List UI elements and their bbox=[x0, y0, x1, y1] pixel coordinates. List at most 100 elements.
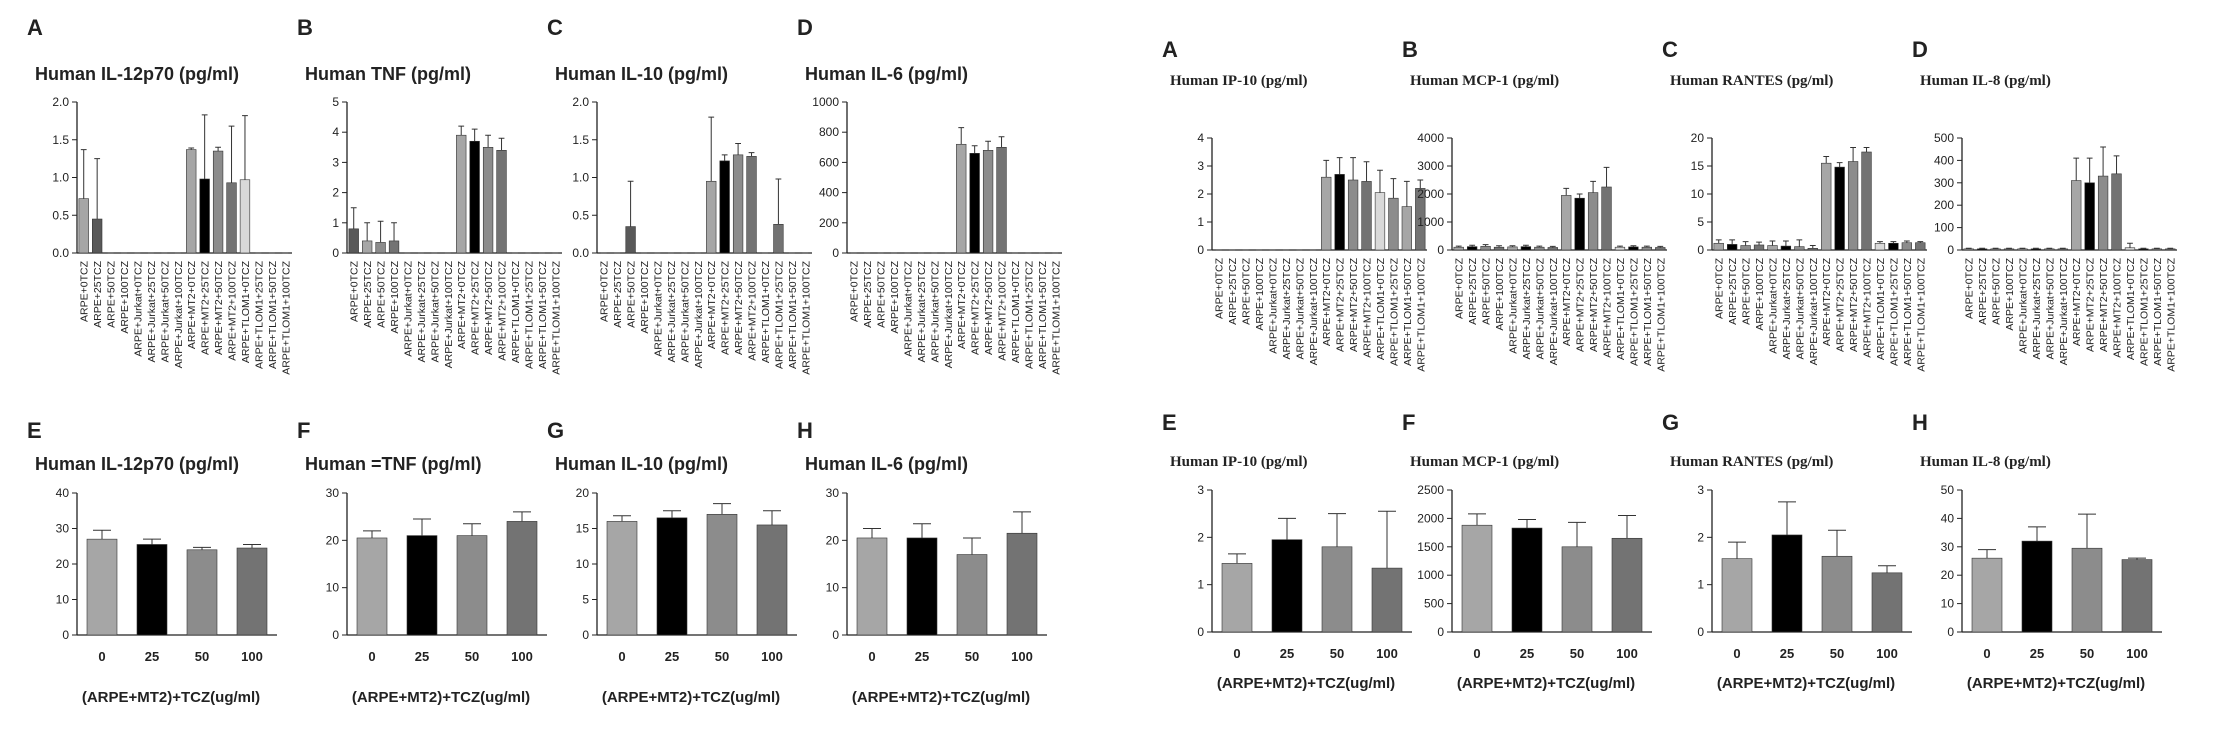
x-tick-label: ARPE+Jurkat+100TCZ bbox=[1308, 257, 1320, 365]
bar bbox=[136, 544, 168, 636]
x-tick-label: ARPE+TLOM1+100TCZ bbox=[280, 260, 292, 374]
x-tick-label: ARPE+Jurkat+0TCZ bbox=[132, 260, 144, 356]
error-bar bbox=[1878, 565, 1896, 573]
x-tick-label: ARPE+0TCZ bbox=[1714, 257, 1726, 319]
error-bar bbox=[391, 222, 397, 241]
bar bbox=[1874, 242, 1886, 251]
panel-letter: F bbox=[297, 418, 310, 443]
error-bar bbox=[1563, 187, 1570, 196]
y-tick-label: 0 bbox=[1697, 243, 1704, 257]
y-tick-label: 0.5 bbox=[52, 208, 69, 222]
error-bar bbox=[735, 143, 741, 155]
y-tick-label: 2.0 bbox=[572, 95, 589, 109]
error-bar bbox=[364, 222, 371, 241]
y-tick-label: 0 bbox=[832, 246, 839, 260]
bar bbox=[1847, 161, 1859, 251]
error-bar bbox=[2028, 526, 2046, 542]
x-tick-label: ARPE+Jurkat+0TCZ bbox=[1767, 257, 1779, 353]
chart-title: Human MCP-1 (pg/ml) bbox=[1410, 454, 1559, 470]
x-tick-label: ARPE+MT2+50TCZ bbox=[2098, 257, 2110, 352]
error-bar bbox=[1468, 513, 1486, 526]
x-tick-label: ARPE+Jurkat+100TCZ bbox=[173, 260, 185, 368]
error-bar bbox=[1979, 247, 1986, 249]
error-bar bbox=[1769, 240, 1776, 246]
error-bar bbox=[1336, 157, 1343, 175]
chart-title: Human IL-6 (pg/ml) bbox=[805, 64, 968, 84]
bar bbox=[1561, 546, 1593, 633]
x-tick-label: ARPE+Jurkat+0TCZ bbox=[902, 260, 914, 356]
error-bar bbox=[971, 145, 978, 154]
panel-letter: F bbox=[1402, 410, 1415, 435]
x-tick-label: ARPE+TLOM1+100TCZ bbox=[1915, 257, 1927, 371]
y-tick-label: 0 bbox=[332, 628, 339, 642]
error-bar bbox=[2059, 247, 2066, 249]
x-tick-label: 0 bbox=[1733, 646, 1740, 661]
error-bar bbox=[228, 125, 235, 183]
y-tick-label: 2000 bbox=[1417, 187, 1444, 201]
y-tick-label: 1.0 bbox=[52, 171, 69, 185]
bar bbox=[2084, 182, 2095, 251]
error-bar bbox=[1809, 245, 1816, 249]
x-tick-label: ARPE+TLOM1+0TCZ bbox=[760, 260, 772, 363]
error-bar bbox=[243, 543, 261, 549]
chart-title: Human IL-8 (pg/ml) bbox=[1920, 73, 2051, 89]
x-tick-label: ARPE+100TCZ bbox=[1754, 257, 1766, 330]
x-tick-label: ARPE+MT2+0TCZ bbox=[1321, 257, 1333, 346]
y-tick-label: 0 bbox=[1697, 625, 1704, 639]
error-bar bbox=[2153, 247, 2160, 249]
error-bar bbox=[80, 149, 87, 199]
bar bbox=[1371, 567, 1403, 633]
error-bar bbox=[2073, 157, 2080, 181]
x-tick-label: ARPE+TLOM1+50TCZ bbox=[2152, 257, 2164, 366]
x-tick-label: ARPE+TLOM1+50TCZ bbox=[1902, 257, 1914, 366]
error-bar bbox=[2127, 242, 2133, 248]
y-tick-label: 500 bbox=[1934, 131, 1954, 145]
bar bbox=[2044, 248, 2055, 251]
bar bbox=[1511, 527, 1543, 633]
x-tick-label: ARPE+50TCZ bbox=[1741, 257, 1753, 324]
y-tick-label: 10 bbox=[826, 581, 840, 595]
x-tick-label: ARPE+TLOM1+50TCZ bbox=[787, 260, 799, 369]
y-tick-label: 0 bbox=[62, 628, 69, 642]
y-tick-label: 0 bbox=[1437, 625, 1444, 639]
bar bbox=[1453, 246, 1464, 251]
bar bbox=[2151, 248, 2162, 251]
x-tick-label: ARPE+50TCZ bbox=[1481, 257, 1493, 324]
x-tick-label: ARPE+TLOM1+100TCZ bbox=[550, 260, 562, 374]
bar bbox=[1461, 524, 1493, 633]
bar bbox=[856, 537, 888, 636]
chart-title: Human IL-12p70 (pg/ml) bbox=[35, 454, 239, 474]
x-tick-label: ARPE+MT2+100TCZ bbox=[2112, 257, 2124, 357]
error-bar bbox=[1618, 515, 1636, 539]
error-bar bbox=[1715, 239, 1722, 244]
error-bar bbox=[1509, 245, 1516, 247]
x-tick-label: ARPE+MT2+25TCZ bbox=[1575, 257, 1587, 352]
bar bbox=[1771, 534, 1803, 633]
bar bbox=[1388, 197, 1399, 251]
y-tick-label: 0 bbox=[1947, 243, 1954, 257]
x-tick-label: ARPE+TLOM1+0TCZ bbox=[1875, 257, 1887, 360]
bar bbox=[756, 524, 788, 636]
error-bar bbox=[498, 137, 505, 151]
bar bbox=[956, 143, 967, 254]
y-tick-label: 3 bbox=[1197, 159, 1204, 173]
x-tick-label: ARPE+TLOM1+25TCZ bbox=[2138, 257, 2150, 366]
bar bbox=[1655, 247, 1666, 251]
y-tick-label: 30 bbox=[1941, 540, 1955, 554]
x-tick-label: ARPE+0TCZ bbox=[599, 260, 611, 322]
x-tick-label: ARPE+100TCZ bbox=[1254, 257, 1266, 330]
panel-letter: H bbox=[797, 418, 813, 443]
y-tick-label: 2000 bbox=[1417, 511, 1444, 525]
x-tick-label: ARPE+Jurkat+0TCZ bbox=[652, 260, 664, 356]
x-tick-label: 0 bbox=[1473, 646, 1480, 661]
error-bar bbox=[2140, 247, 2147, 249]
x-tick-label: ARPE+Jurkat+50TCZ bbox=[2044, 257, 2056, 359]
chart-title: Human TNF (pg/ml) bbox=[305, 64, 471, 84]
error-bar bbox=[663, 510, 681, 518]
error-bar bbox=[721, 154, 728, 161]
x-tick-label: ARPE+0TCZ bbox=[1214, 257, 1226, 319]
bar bbox=[1321, 176, 1332, 251]
panel-letter: A bbox=[1162, 37, 1178, 62]
y-tick-label: 1000 bbox=[1417, 215, 1444, 229]
bar bbox=[496, 150, 507, 254]
